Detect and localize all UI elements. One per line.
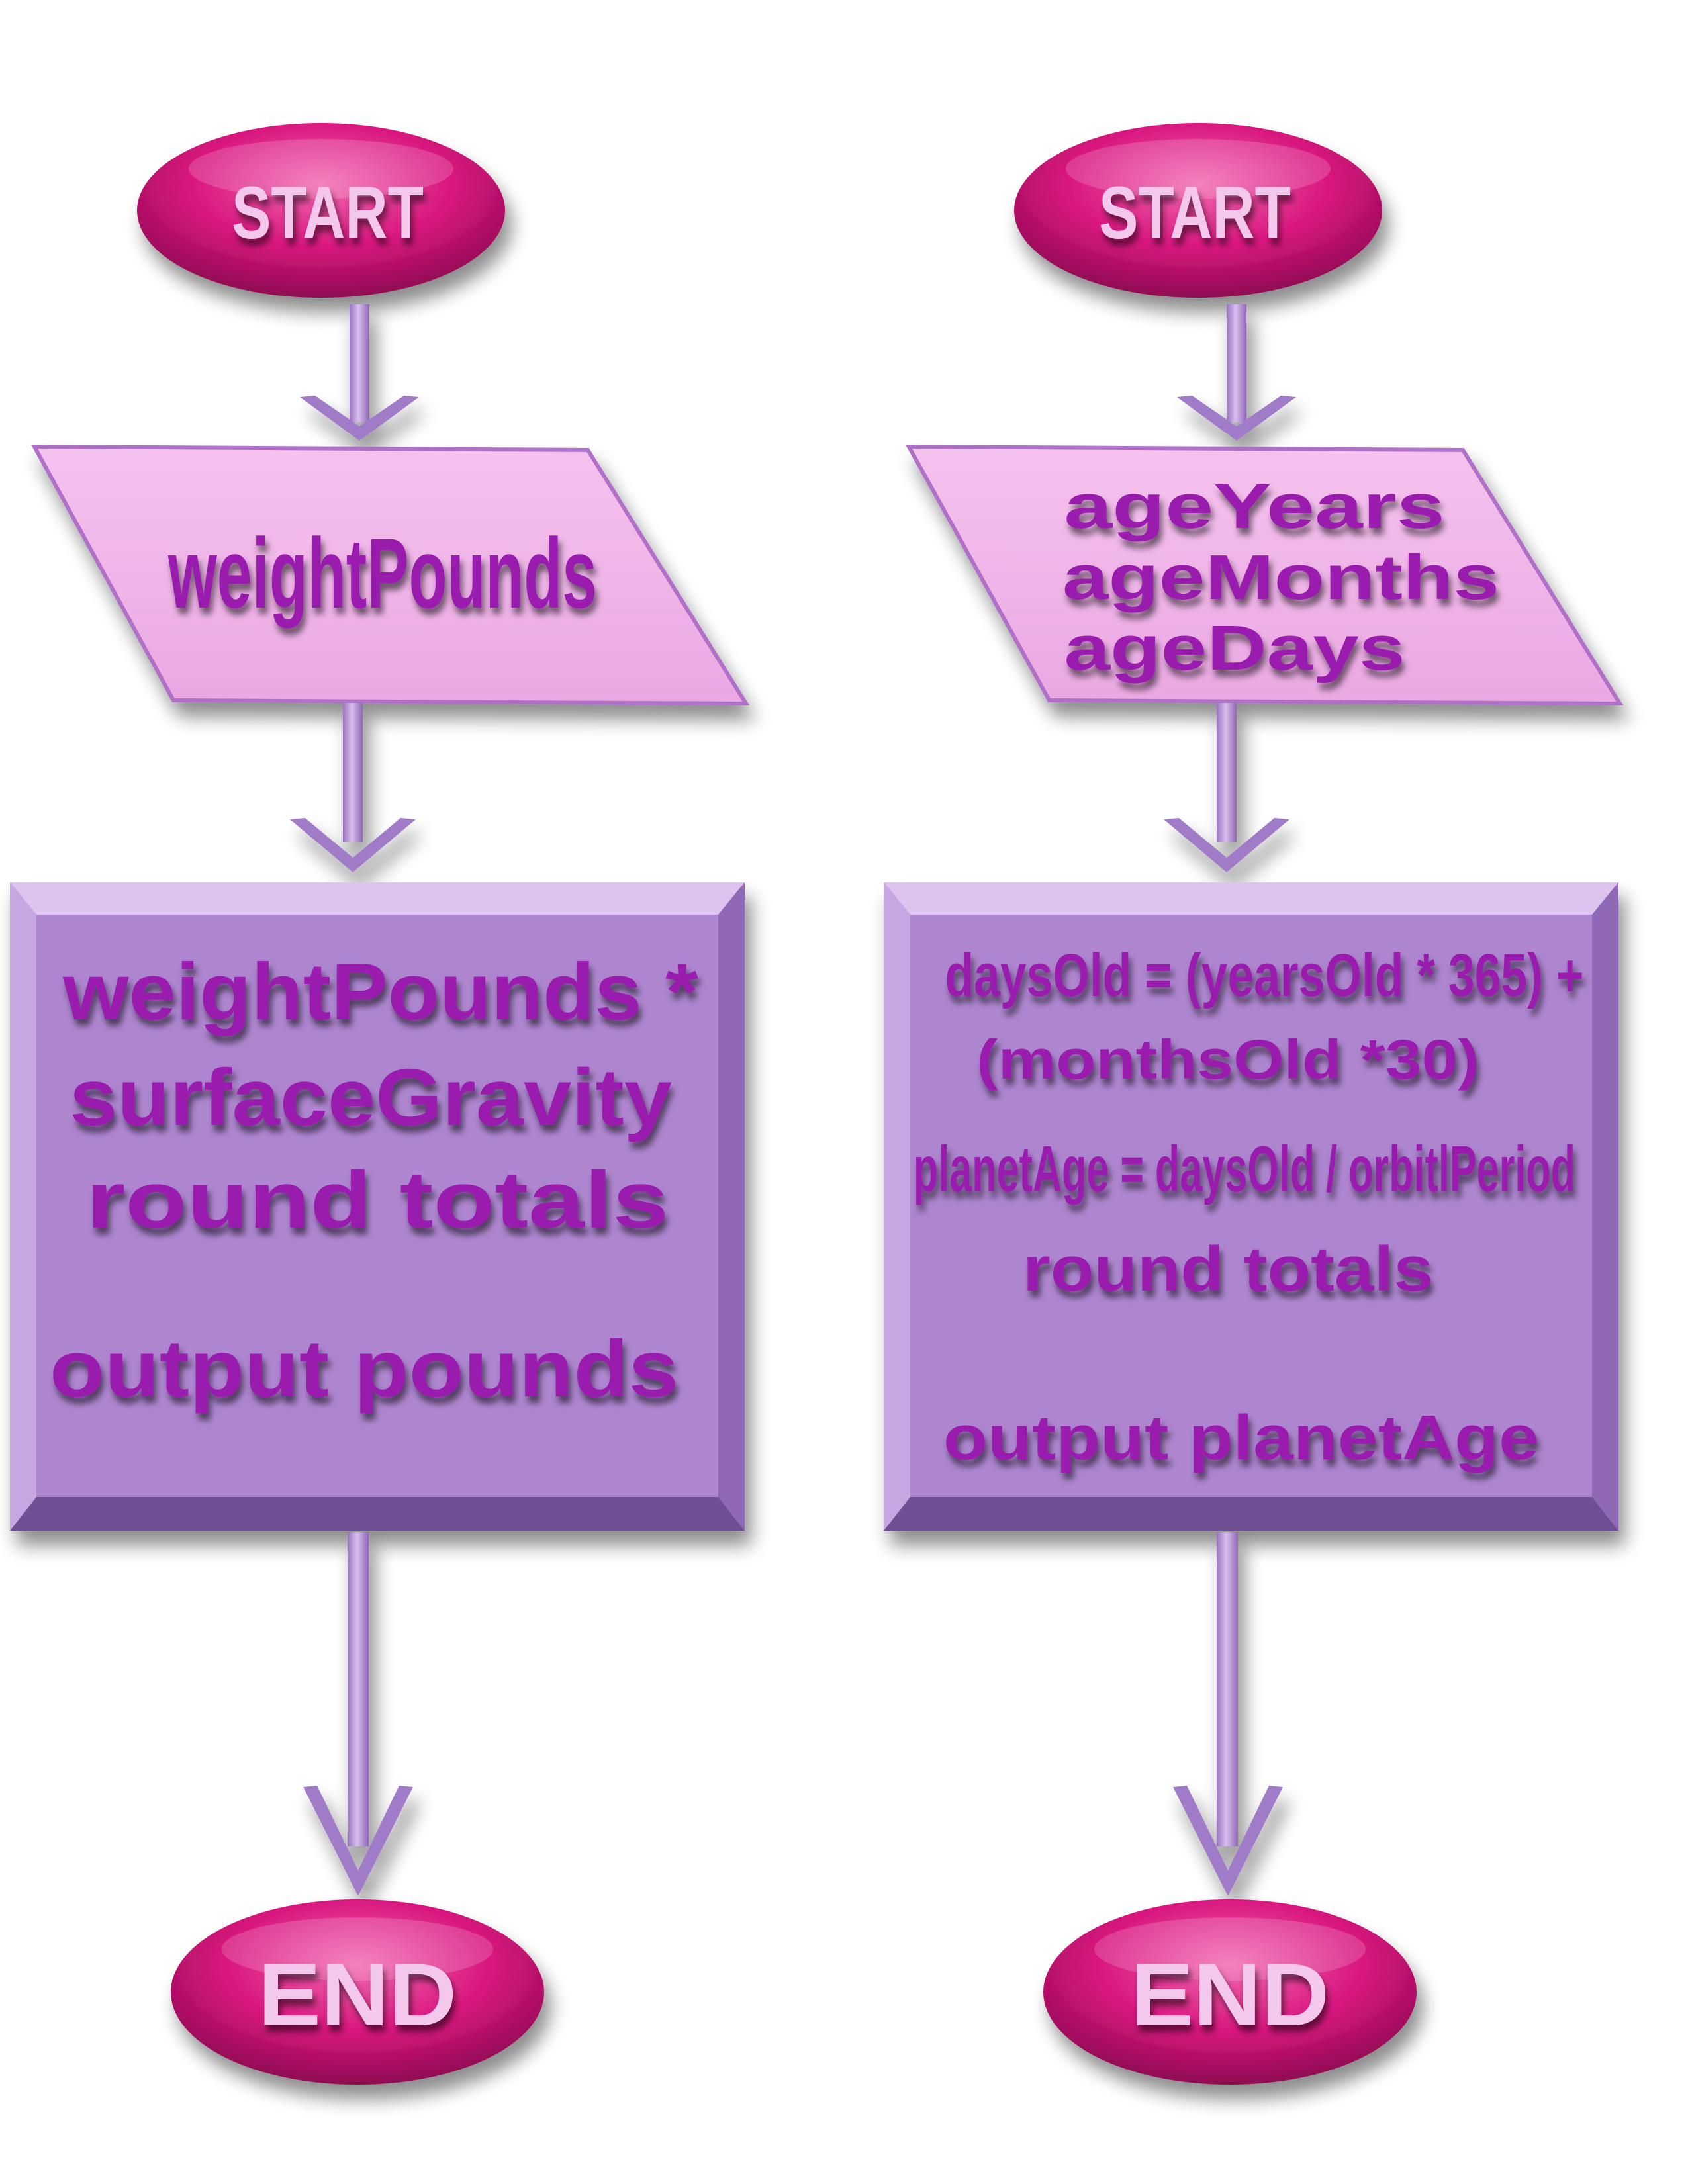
right-arrow-1 <box>1177 304 1296 441</box>
right-process-line-3: planetAge = daysOld / orbitlPeriod <box>914 1132 1575 1205</box>
right-arrow-3 <box>1173 1532 1283 1896</box>
left-arrow-3 <box>303 1532 413 1896</box>
right-process-line-1: daysOld = (yearsOld * 365) + <box>945 942 1584 1009</box>
left-start-terminal <box>137 123 505 298</box>
left-end-terminal <box>171 1899 544 2085</box>
right-arrow-2 <box>1164 703 1289 872</box>
left-flow: START weightPounds weightPounds * surfac… <box>10 123 750 2085</box>
left-process-line-4: output pounds <box>50 1324 679 1414</box>
left-process-line-3: round totals <box>86 1155 669 1245</box>
left-start-label: START <box>232 171 424 254</box>
right-flow: START ageYears ageMonths ageDays daysOld… <box>884 123 1624 2085</box>
left-input-line-1: weightPounds <box>167 518 597 629</box>
left-process-line-2: surfaceGravity <box>70 1052 672 1142</box>
right-input-line-3: ageDays <box>1064 613 1405 684</box>
right-start-terminal <box>1014 123 1382 298</box>
left-arrow-1 <box>300 304 419 441</box>
right-process-line-2: (monthsOld *30) <box>976 1028 1479 1091</box>
right-input-line-2: ageMonths <box>1062 542 1499 613</box>
left-input-parallelogram <box>30 444 750 706</box>
left-arrow-2 <box>290 703 416 872</box>
right-process-box <box>884 882 1618 1531</box>
right-process-line-4: round totals <box>1023 1234 1433 1304</box>
right-start-label: START <box>1099 171 1291 254</box>
right-process-line-5: output planetAge <box>943 1402 1539 1473</box>
left-end-label: END <box>258 1946 457 2044</box>
right-input-line-1: ageYears <box>1064 471 1445 542</box>
left-process-box <box>10 882 745 1531</box>
right-end-label: END <box>1131 1946 1329 2044</box>
right-end-terminal <box>1043 1899 1417 2085</box>
right-input-parallelogram <box>905 444 1624 706</box>
left-process-line-1: weightPounds * <box>62 946 699 1036</box>
